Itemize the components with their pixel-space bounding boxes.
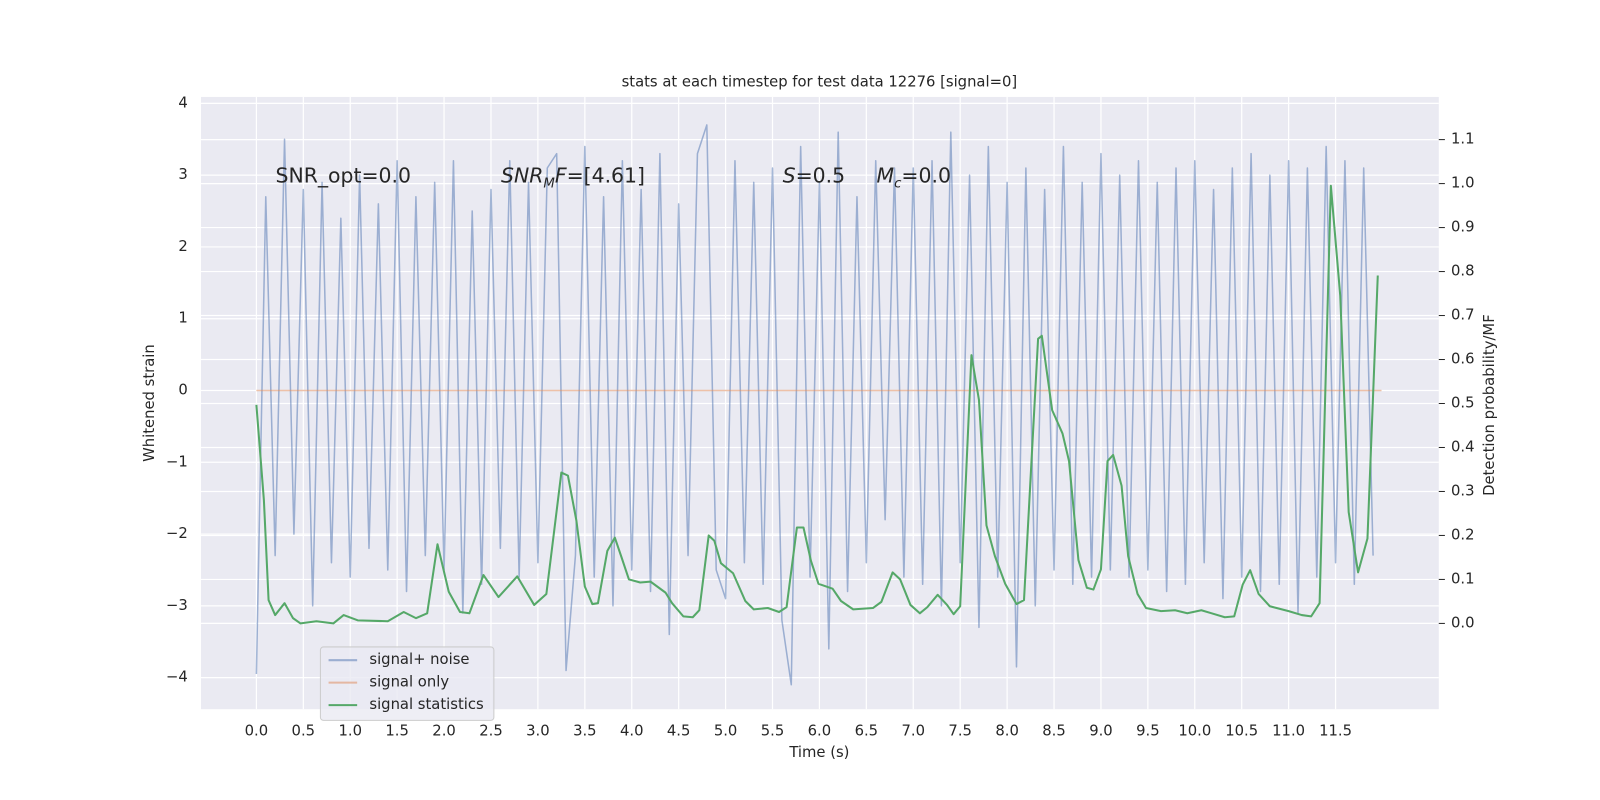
x-tick-label: 1.5 xyxy=(385,723,409,740)
legend-label: signal only xyxy=(369,674,449,691)
y2-tick-label: 0.6 xyxy=(1451,351,1475,368)
x-tick-label: 0.5 xyxy=(292,723,316,740)
y2-tick-label: 0.9 xyxy=(1451,219,1475,236)
annotation-part: F xyxy=(555,164,567,188)
y-tick-label: 2 xyxy=(178,238,187,255)
x-tick-label: 8.5 xyxy=(1042,723,1066,740)
legend-label: signal+ noise xyxy=(369,651,469,668)
x-tick-label: 1.0 xyxy=(338,723,362,740)
x-tick-label: 6.0 xyxy=(808,723,832,740)
annotation-part: c xyxy=(894,177,902,192)
legend-box xyxy=(319,646,495,721)
annotation-part: =[4.61] xyxy=(567,164,645,188)
x-tick-label: 2.5 xyxy=(479,723,503,740)
annotation-part: SNR xyxy=(501,164,543,188)
x-tick-label: 11.0 xyxy=(1272,723,1305,740)
y2-tick-label: 0.1 xyxy=(1451,570,1475,587)
y-tick-label: 4 xyxy=(178,94,187,111)
annotation-part: M xyxy=(543,177,555,192)
y2-tick-label: 0.5 xyxy=(1451,395,1475,412)
annotation-part: M xyxy=(877,164,895,188)
x-tick-label: 9.0 xyxy=(1089,723,1113,740)
x-tick-label: 7.5 xyxy=(948,723,972,740)
x-tick-label: 3.5 xyxy=(573,723,597,740)
y-tick-label: −4 xyxy=(166,669,188,686)
x-tick-label: 5.5 xyxy=(761,723,785,740)
legend-label: signal statistics xyxy=(369,696,483,713)
x-axis-label: Time (s) xyxy=(788,744,849,761)
y2-tick-label: 0.3 xyxy=(1451,482,1475,499)
x-tick-label: 9.5 xyxy=(1136,723,1160,740)
y-tick-label: 1 xyxy=(178,310,187,327)
y-tick-label: 3 xyxy=(178,166,187,183)
x-tick-label: 2.0 xyxy=(432,723,456,740)
annotation-part: =0.5 xyxy=(796,164,846,188)
series-line xyxy=(255,124,1374,686)
lines xyxy=(255,124,1382,686)
x-tick-label: 10.0 xyxy=(1178,723,1211,740)
y2-tick-label: 0.4 xyxy=(1451,438,1475,455)
y2-tick-label: 1.1 xyxy=(1451,131,1475,148)
y-axis-label: Whitened strain xyxy=(141,344,158,462)
y2-tick-label: 0.2 xyxy=(1451,526,1475,543)
y-tick-label: −3 xyxy=(166,597,188,614)
series-line xyxy=(255,184,1379,625)
x-tick-label: 11.5 xyxy=(1319,723,1352,740)
x-tick-label: 4.5 xyxy=(667,723,691,740)
annotation: SNRMF=[4.61] xyxy=(501,164,645,192)
x-tick-label: 0.0 xyxy=(245,723,269,740)
y2-tick-label: 1.0 xyxy=(1451,175,1475,192)
annotation-part: S xyxy=(783,164,796,188)
y-tick-label: −1 xyxy=(166,453,188,470)
y-tick-label: 0 xyxy=(178,382,187,399)
x-tick-label: 3.0 xyxy=(526,723,550,740)
x-tick-label: 10.5 xyxy=(1225,723,1258,740)
x-tick-label: 4.0 xyxy=(620,723,644,740)
y2-axis-label: Detection probability/MF xyxy=(1481,314,1498,496)
y2-tick-label: 0.0 xyxy=(1451,614,1475,631)
legend: signal+ noise signal only signal statistic… xyxy=(319,646,495,721)
x-tick-label: 7.0 xyxy=(902,723,926,740)
annotation: SNR_opt=0.0 xyxy=(276,164,412,189)
y-tick-label: −2 xyxy=(166,525,188,542)
x-tick-label: 5.0 xyxy=(714,723,738,740)
annotation-part: =0.0 xyxy=(901,164,951,188)
y2-tick-label: 0.8 xyxy=(1451,263,1475,280)
x-tick-label: 8.0 xyxy=(995,723,1019,740)
y2-tick-label: 0.7 xyxy=(1451,307,1475,324)
x-tick-label: 6.5 xyxy=(855,723,879,740)
chart-title: stats at each timestep for test data 122… xyxy=(622,74,1018,91)
annotation: S=0.5 xyxy=(783,164,845,188)
annotation: Mc=0.0 xyxy=(877,164,951,192)
